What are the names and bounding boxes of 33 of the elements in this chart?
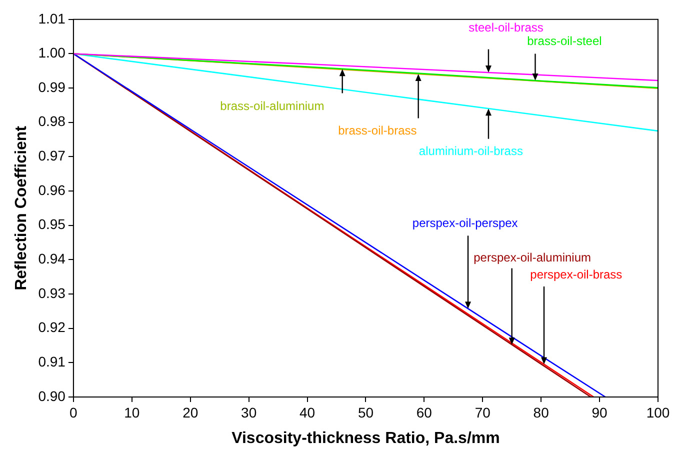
y-tick-label: 0.97 [38, 148, 66, 164]
text: perspex-oil-brass [530, 267, 622, 282]
x-axis-title: Viscosity-thickness Ratio, Pa.s/mm [232, 430, 500, 447]
x-tick-label: 70 [474, 404, 491, 420]
y-tick-label: 1.00 [38, 44, 66, 61]
y-tick-label: 0.91 [38, 354, 66, 370]
y-tick-label: 0.99 [38, 78, 66, 95]
y-tick-label: 1.01 [38, 10, 66, 26]
y-axis-title: Reflection Coefficient [13, 125, 30, 290]
y-tick-label: 0.93 [38, 284, 66, 301]
y-tick-label: 0.90 [38, 388, 66, 404]
text: perspex-oil-perspex [412, 216, 518, 230]
text: aluminium-oil-brass [418, 144, 523, 158]
y-tick-label: 0.92 [38, 319, 66, 336]
y-tick-label: 0.95 [38, 216, 66, 232]
text: steel-oil-brass [468, 20, 544, 34]
text: brass-oil-steel [527, 34, 602, 48]
x-tick-label: 50 [358, 404, 374, 420]
text: perspex-oil-aluminium [474, 250, 592, 264]
x-tick-label: 10 [124, 404, 140, 420]
y-tick-label: 0.96 [38, 182, 66, 198]
x-tick-label: 0 [70, 404, 78, 420]
y-tick-label: 0.94 [38, 250, 66, 267]
x-tick-label: 60 [416, 404, 432, 420]
x-tick-label: 80 [533, 404, 550, 420]
x-tick-label: 40 [299, 404, 316, 420]
x-tick-label: 30 [241, 404, 257, 420]
x-tick-label: 20 [182, 404, 198, 420]
x-tick-label: 100 [646, 404, 670, 420]
x-tick-label: 90 [592, 404, 608, 420]
y-tick-label: 0.98 [38, 113, 66, 130]
text: brass-oil-aluminium [220, 99, 324, 114]
text: brass-oil-brass [338, 123, 417, 138]
